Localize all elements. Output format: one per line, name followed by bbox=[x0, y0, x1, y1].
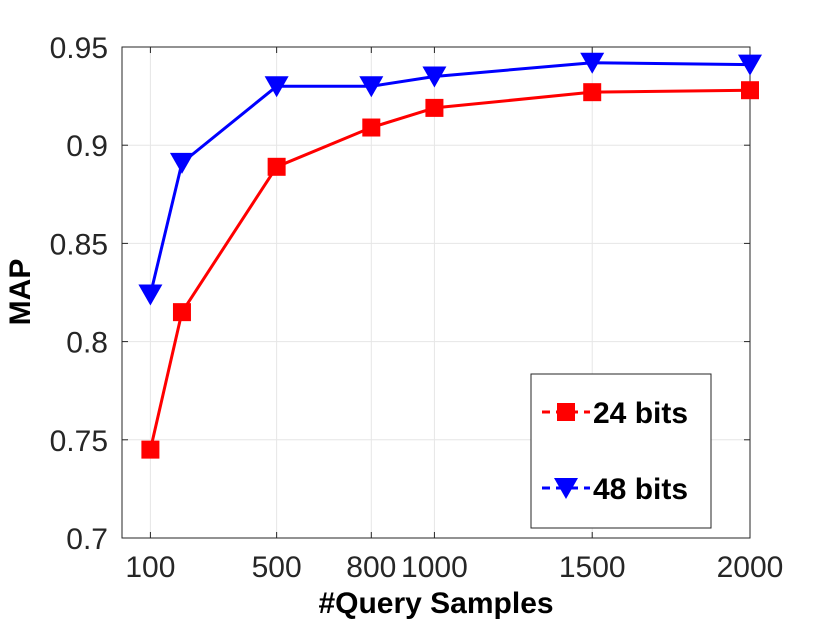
plot-frame bbox=[121, 46, 751, 539]
legend-label: 24 bits bbox=[593, 397, 688, 430]
data-point bbox=[741, 81, 759, 100]
legend-label: 48 bits bbox=[593, 473, 688, 506]
x-axis-label: #Query Samples bbox=[318, 587, 553, 620]
x-tick-label: 2000 bbox=[717, 551, 784, 584]
y-axis-label: MAP bbox=[4, 259, 37, 326]
x-tick-label: 1500 bbox=[559, 551, 626, 584]
y-tick-label: 0.85 bbox=[50, 228, 108, 261]
data-point bbox=[169, 152, 194, 174]
data-point bbox=[267, 157, 286, 176]
data-point bbox=[359, 76, 384, 98]
data-point bbox=[583, 83, 602, 102]
y-axis-ticks: 0.7 0.75 0.8 0.85 0.9 0.95 bbox=[50, 32, 750, 556]
series-layer bbox=[138, 52, 762, 459]
legend-item: 24 bits bbox=[542, 397, 688, 430]
x-axis-ticks: 100 500 800 1000 1500 2000 bbox=[125, 47, 783, 584]
data-point bbox=[362, 118, 381, 137]
data-point bbox=[138, 284, 163, 306]
series-1 bbox=[138, 52, 762, 306]
data-point bbox=[580, 52, 605, 74]
legend: 24 bits 48 bits bbox=[530, 373, 712, 529]
legend-item: 48 bits bbox=[542, 473, 688, 506]
data-point bbox=[264, 76, 289, 98]
y-tick-label: 0.9 bbox=[66, 130, 108, 163]
x-tick-label: 1000 bbox=[401, 551, 468, 584]
data-point bbox=[422, 66, 447, 88]
y-tick-label: 0.75 bbox=[50, 425, 108, 458]
y-tick-label: 0.7 bbox=[66, 523, 108, 556]
x-tick-label: 100 bbox=[125, 551, 175, 584]
data-point bbox=[141, 440, 160, 459]
y-tick-label: 0.95 bbox=[50, 32, 108, 65]
data-point bbox=[738, 54, 762, 76]
data-point bbox=[172, 303, 191, 322]
x-tick-label: 800 bbox=[346, 551, 396, 584]
legend-box bbox=[530, 373, 712, 529]
x-tick-label: 500 bbox=[252, 551, 302, 584]
data-point bbox=[425, 98, 444, 117]
series-0 bbox=[141, 81, 759, 459]
legend-marker bbox=[554, 478, 578, 499]
y-tick-label: 0.8 bbox=[66, 327, 108, 360]
legend-marker bbox=[557, 403, 575, 421]
